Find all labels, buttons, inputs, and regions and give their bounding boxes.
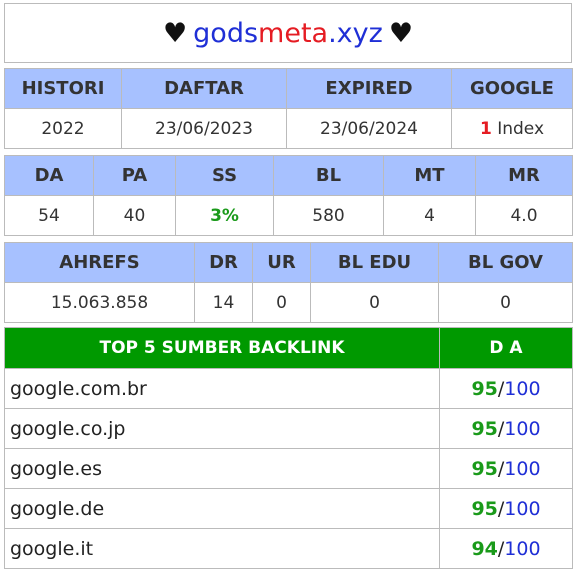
- domain-part-2: meta: [258, 17, 329, 49]
- backlink-domain[interactable]: google.com.br: [4, 368, 440, 409]
- header-mr: MR: [475, 155, 573, 196]
- header-bl: BL: [273, 155, 384, 196]
- backlink-domain[interactable]: google.de: [4, 488, 440, 529]
- score-max: 100: [504, 537, 541, 560]
- score-max: 100: [504, 377, 541, 400]
- da-value: 54: [4, 195, 94, 236]
- heart-icon-left: ♥: [162, 17, 188, 49]
- score-value: 95: [471, 457, 498, 480]
- domain-info-table: HISTORI DAFTAR EXPIRED GOOGLE 2022 23/06…: [4, 68, 573, 149]
- header-expired: EXPIRED: [286, 68, 452, 109]
- header-daftar: DAFTAR: [121, 68, 287, 109]
- google-index-value: 1 Index: [451, 108, 573, 149]
- table-row: google.es 95/100: [4, 448, 573, 489]
- ahrefs-value: 15.063.858: [4, 282, 195, 323]
- table-row: google.com.br 95/100: [4, 368, 573, 409]
- backlink-table: TOP 5 SUMBER BACKLINK D A google.com.br …: [4, 327, 573, 569]
- domain-part-1: gods: [193, 17, 259, 49]
- backlink-domain[interactable]: google.co.jp: [4, 408, 440, 449]
- score-max: 100: [504, 497, 541, 520]
- google-index-label: Index: [497, 118, 545, 139]
- backlink-score: 95/100: [439, 488, 573, 529]
- header-ur: UR: [252, 242, 311, 283]
- backlink-score: 95/100: [439, 408, 573, 449]
- header-google: GOOGLE: [451, 68, 573, 109]
- header-ss: SS: [175, 155, 274, 196]
- backlink-score: 95/100: [439, 368, 573, 409]
- mr-value: 4.0: [475, 195, 573, 236]
- header-backlink-da: D A: [439, 327, 573, 369]
- metrics-table: DA PA SS BL MT MR 54 40 3% 580 4 4.0: [4, 155, 573, 236]
- backlink-score: 95/100: [439, 448, 573, 489]
- header-mt: MT: [383, 155, 476, 196]
- score-value: 95: [471, 417, 498, 440]
- table-row: google.de 95/100: [4, 488, 573, 529]
- backlink-domain[interactable]: google.it: [4, 528, 440, 569]
- domain-part-3: .xyz: [328, 17, 383, 49]
- site-title: ♥ godsmeta.xyz ♥: [4, 3, 572, 63]
- header-ahrefs: AHREFS: [4, 242, 195, 283]
- daftar-value: 23/06/2023: [121, 108, 287, 149]
- header-histori: HISTORI: [4, 68, 122, 109]
- google-index-count: 1: [479, 118, 492, 139]
- backlink-score: 94/100: [439, 528, 573, 569]
- header-bl-gov: BL GOV: [438, 242, 573, 283]
- bl-gov-value: 0: [438, 282, 573, 323]
- table-row: google.it 94/100: [4, 528, 573, 569]
- score-max: 100: [504, 457, 541, 480]
- score-max: 100: [504, 417, 541, 440]
- histori-value: 2022: [4, 108, 122, 149]
- ur-value: 0: [252, 282, 311, 323]
- pa-value: 40: [93, 195, 176, 236]
- heart-icon-right: ♥: [388, 17, 414, 49]
- bl-edu-value: 0: [310, 282, 439, 323]
- header-backlink-source: TOP 5 SUMBER BACKLINK: [4, 327, 440, 369]
- expired-value: 23/06/2024: [286, 108, 452, 149]
- header-pa: PA: [93, 155, 176, 196]
- table-row: google.co.jp 95/100: [4, 408, 573, 449]
- backlink-domain[interactable]: google.es: [4, 448, 440, 489]
- header-dr: DR: [194, 242, 253, 283]
- header-bl-edu: BL EDU: [310, 242, 439, 283]
- mt-value: 4: [383, 195, 476, 236]
- bl-value: 580: [273, 195, 384, 236]
- dr-value: 14: [194, 282, 253, 323]
- domain-name[interactable]: godsmeta.xyz: [193, 18, 383, 49]
- ss-value: 3%: [175, 195, 274, 236]
- score-value: 95: [471, 497, 498, 520]
- header-da: DA: [4, 155, 94, 196]
- ahrefs-table: AHREFS DR UR BL EDU BL GOV 15.063.858 14…: [4, 242, 573, 323]
- score-value: 95: [471, 377, 498, 400]
- score-value: 94: [471, 537, 498, 560]
